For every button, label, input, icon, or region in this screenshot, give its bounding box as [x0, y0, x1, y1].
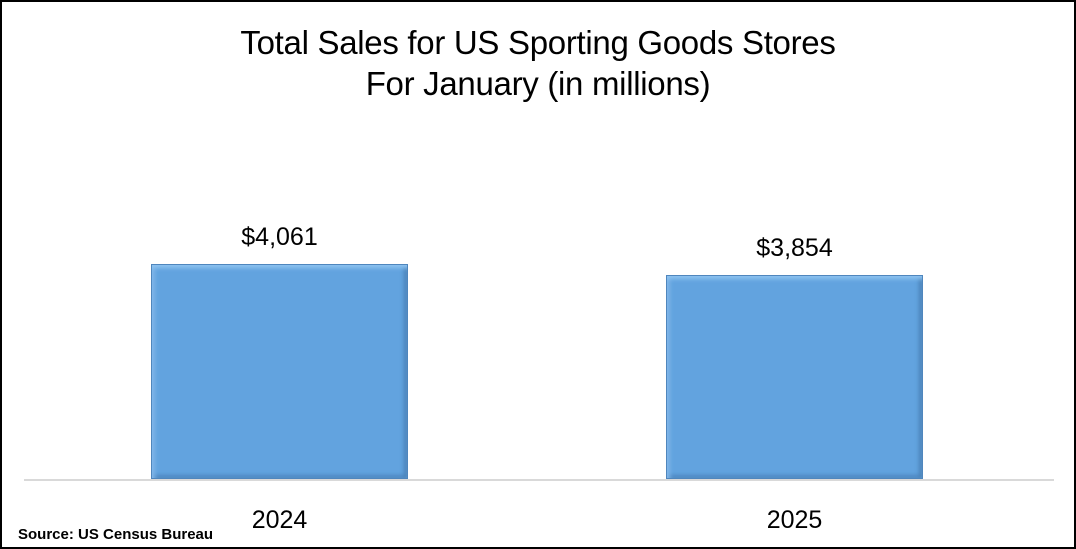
chart-title-line-1: Total Sales for US Sporting Goods Stores — [240, 24, 836, 61]
value-label-2025: $3,854 — [756, 234, 833, 262]
chart-title: Total Sales for US Sporting Goods Stores… — [2, 22, 1074, 104]
source-note: Source: US Census Bureau — [18, 526, 214, 543]
category-label-2025: 2025 — [766, 506, 823, 534]
value-label-2024: $4,061 — [241, 223, 318, 251]
category-label-2024: 2024 — [251, 506, 308, 534]
bar-2025 — [666, 275, 923, 479]
bar-2024 — [151, 264, 408, 479]
chart-title-line-2: For January (in millions) — [365, 65, 711, 102]
x-axis-line — [24, 479, 1054, 481]
